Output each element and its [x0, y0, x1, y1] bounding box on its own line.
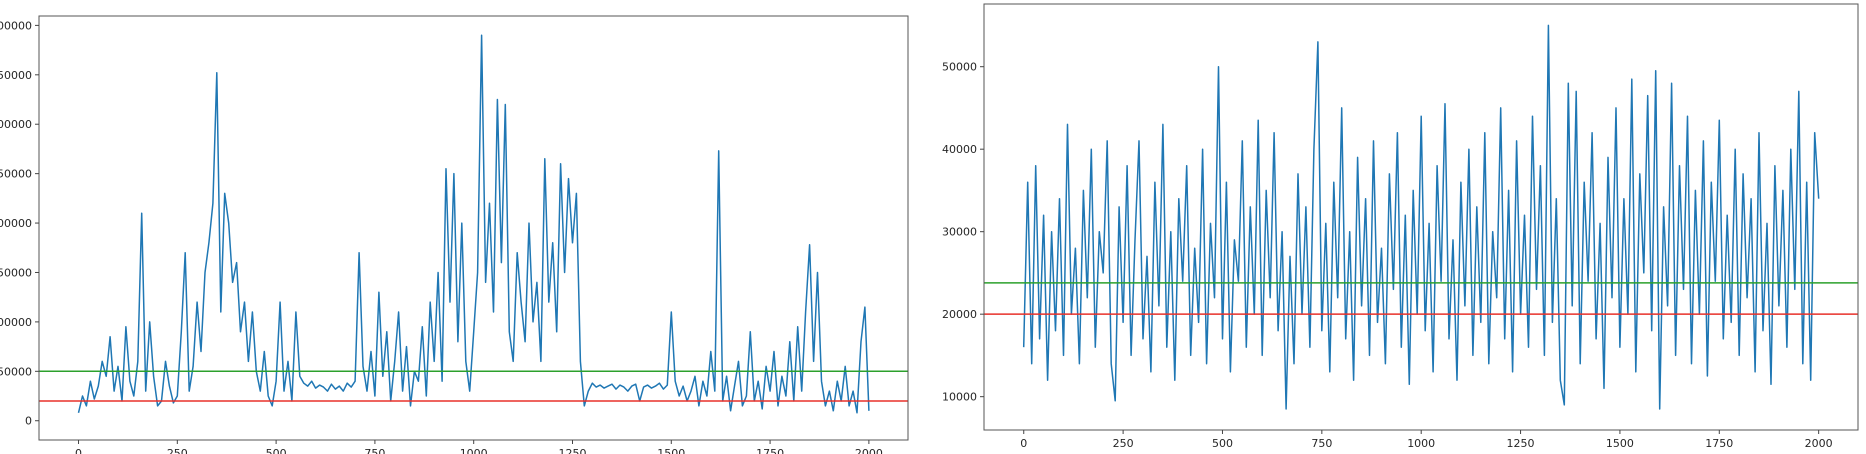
axes-frame: [38, 15, 909, 441]
x-tick-label: 500: [1212, 437, 1233, 450]
y-tick-label: 30000: [942, 226, 977, 239]
x-tick-label: 1750: [756, 447, 784, 454]
x-tick-label: 1000: [1407, 437, 1435, 450]
x-tick-label: 2000: [855, 447, 883, 454]
x-tick-label: 2000: [1805, 437, 1833, 450]
x-tick-label: 1500: [1606, 437, 1634, 450]
series-line: [77, 34, 870, 414]
x-tick-label: 750: [1311, 437, 1332, 450]
y-tick-label: 0: [25, 415, 32, 428]
y-tick-label: 250000: [0, 168, 32, 181]
x-tick-label: 1250: [1507, 437, 1535, 450]
y-tick-label: 400000: [0, 19, 32, 32]
x-tick-label: 1750: [1705, 437, 1733, 450]
left-chart-axes: 0 250 500 750 1000 1250 1500 1750 2000 0 50000 1000…: [0, 15, 909, 454]
series-line: [1022, 24, 1820, 410]
x-tick-label: 500: [266, 447, 287, 454]
y-tick-label: 200000: [0, 217, 32, 230]
x-tick-label: 1500: [657, 447, 685, 454]
x-tick-label: 0: [1020, 437, 1027, 450]
x-tick-label: 750: [364, 447, 385, 454]
x-tick-label: 250: [1113, 437, 1134, 450]
y-tick-label: 20000: [942, 308, 977, 321]
y-tick-label: 40000: [942, 143, 977, 156]
y-tick-label: 100000: [0, 316, 32, 329]
y-tick-label: 50000: [942, 61, 977, 74]
y-tick-label: 10000: [942, 391, 977, 404]
y-tick-label: 50000: [0, 365, 32, 378]
y-tick-label: 350000: [0, 69, 32, 82]
x-tick-label: 0: [75, 447, 82, 454]
y-tick-label: 150000: [0, 266, 32, 279]
right-chart-axes: 0 250 500 750 1000 1250 1500 1750 2000 10000 20000…: [942, 3, 1859, 450]
x-tick-label: 1000: [460, 447, 488, 454]
y-tick-label: 300000: [0, 118, 32, 131]
x-tick-label: 1250: [558, 447, 586, 454]
x-tick-label: 250: [167, 447, 188, 454]
